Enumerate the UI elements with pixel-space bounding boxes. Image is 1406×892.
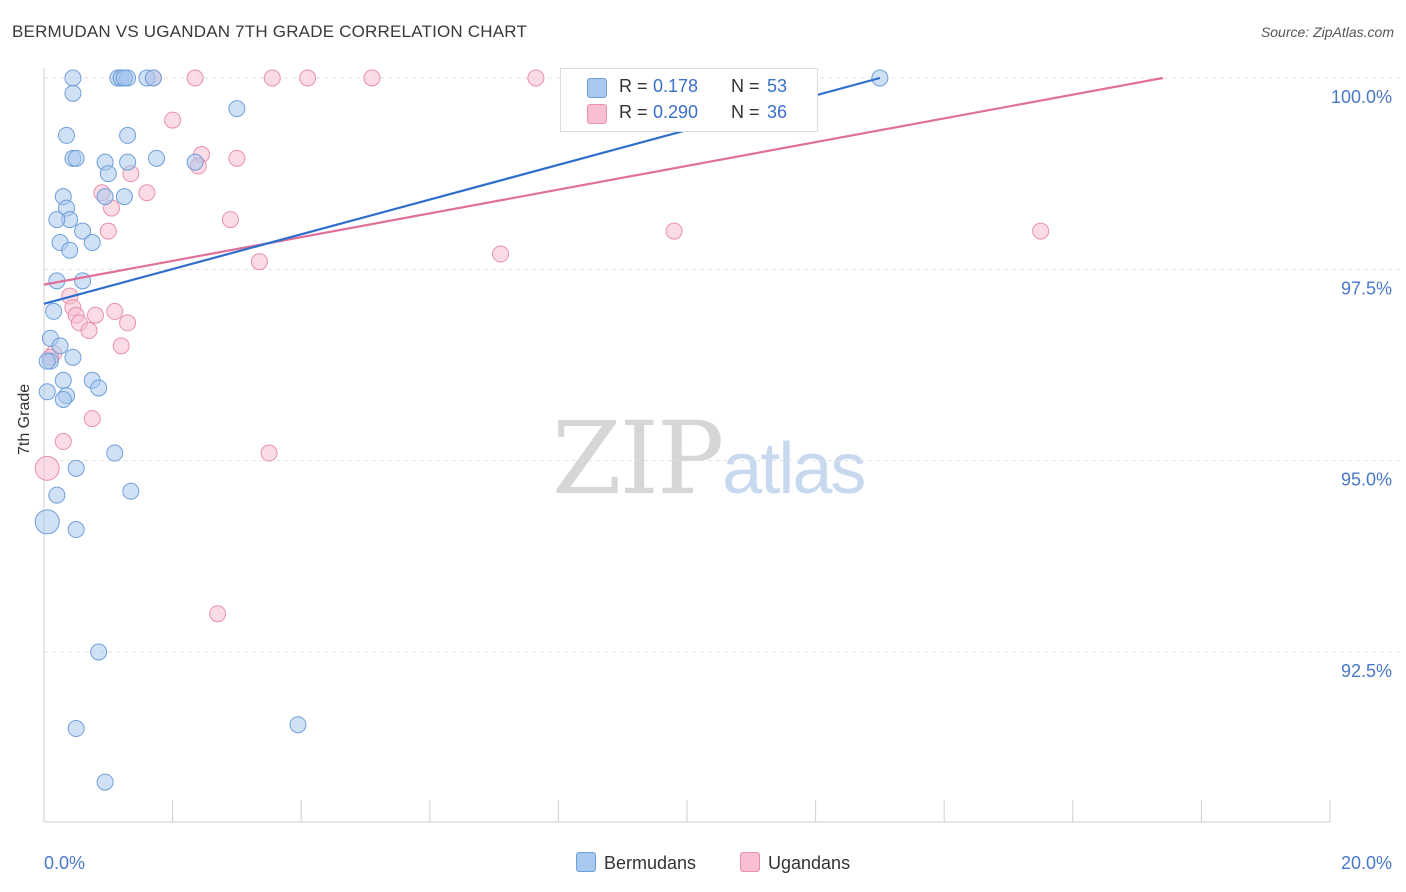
bermudans-point (54, 371, 72, 389)
ugandans-trend-line (43, 76, 1164, 286)
bermudans-point (119, 153, 137, 171)
grid-lines (44, 77, 1400, 653)
y-tick-label: 92.5% (1341, 661, 1392, 681)
ugandans-point (106, 302, 124, 320)
ugandans-point (186, 69, 204, 87)
n-label: N = (731, 102, 760, 122)
bermudans-point (289, 716, 307, 734)
bermudans-point (48, 211, 66, 229)
ugandans-point (209, 605, 227, 623)
bermudans-points (34, 69, 889, 791)
bermudans-point (64, 348, 82, 366)
bermudans-point (144, 69, 162, 87)
correlation-legend: R = 0.178 N = 53 R = 0.290 N = 36 (560, 68, 818, 132)
r-value: 0.290 (653, 102, 699, 122)
ugandans-point (250, 253, 268, 271)
bermudans-point (106, 444, 124, 462)
bermudans-point (99, 165, 117, 183)
bottom-legend-ugandans: Ugandans (740, 852, 850, 874)
bermudans-swatch (587, 78, 607, 98)
ugandans-point (221, 211, 239, 229)
ugandans-point (138, 184, 156, 202)
bermudans-point (48, 486, 66, 504)
bermudans-point (67, 521, 85, 539)
ugandans-point (665, 222, 683, 240)
bermudans-point (38, 352, 56, 370)
ugandans-point (1032, 222, 1050, 240)
bermudans-point (61, 241, 79, 259)
bermudans-point (122, 482, 140, 500)
ugandans-swatch (740, 852, 760, 872)
ugandans-point (80, 322, 98, 340)
bermudans-point (119, 126, 137, 144)
bermudans-point (51, 337, 69, 355)
bermudans-point (115, 188, 133, 206)
ugandans-point (228, 149, 246, 167)
bermudans-point (64, 84, 82, 102)
bermudans-point (186, 153, 204, 171)
bermudans-point (96, 773, 114, 791)
bermudans-point (34, 509, 60, 535)
bermudans-point (228, 100, 246, 118)
zipatlas-watermark: ZIPatlas (552, 400, 866, 517)
r-label: R = (619, 102, 648, 122)
ugandans-point (164, 111, 182, 129)
bermudans-point (74, 222, 92, 240)
y-axis-label: 7th Grade (16, 383, 33, 455)
ugandans-points (34, 69, 1050, 623)
ugandans-point (263, 69, 281, 87)
ugandans-point (492, 245, 510, 263)
ugandans-point (54, 433, 72, 451)
ugandans-point (299, 69, 317, 87)
bermudans-point (67, 459, 85, 477)
n-value: 36 (767, 102, 788, 122)
r-label: R = (619, 76, 648, 96)
bermudans-point (83, 234, 101, 252)
ugandans-point (86, 306, 104, 324)
bottom-legend-bermudans: Bermudans (576, 852, 696, 874)
bermudans-point (38, 383, 56, 401)
watermark-atlas: atlas (722, 429, 866, 509)
ugandans-point (119, 314, 137, 332)
bermudans-point (148, 149, 166, 167)
axes (43, 68, 1331, 823)
bermudans-point (58, 126, 76, 144)
ugandans-point (112, 337, 130, 355)
bermudans-point (67, 149, 85, 167)
bermudans-point (64, 69, 82, 87)
n-label: N = (731, 76, 760, 96)
ugandans-point (527, 69, 545, 87)
bermudans-swatch (576, 852, 596, 872)
x-tick-label: 0.0% (44, 853, 85, 873)
bermudans-point (54, 390, 72, 408)
bermudans-point (115, 69, 133, 87)
y-tick-label: 97.5% (1341, 278, 1392, 298)
ugandans-point (83, 410, 101, 428)
ugandans-point (99, 222, 117, 240)
ugandans-label: Ugandans (768, 853, 851, 873)
bermudans-point (96, 188, 114, 206)
bermudans-point (45, 302, 63, 320)
ugandans-swatch (587, 104, 607, 124)
chart-title: BERMUDAN VS UGANDAN 7TH GRADE CORRELATIO… (12, 22, 528, 41)
bermudans-point (74, 272, 92, 290)
bermudans-point (90, 643, 108, 661)
y-tick-label: 95.0% (1341, 470, 1392, 490)
n-value: 53 (767, 76, 788, 96)
ugandans-point (34, 455, 60, 481)
y-tick-label: 100.0% (1331, 87, 1392, 107)
ugandans-point (363, 69, 381, 87)
ugandans-point (260, 444, 278, 462)
source-label: Source: ZipAtlas.com (1260, 24, 1394, 40)
bermudans-point (90, 379, 108, 397)
tick-labels: 92.5% 95.0% 97.5% 100.0% 0.0% 20.0% (44, 87, 1392, 873)
x-tick-label: 20.0% (1341, 853, 1392, 873)
bermudans-point (67, 720, 85, 738)
watermark-zip: ZIP (552, 400, 724, 517)
r-value: 0.178 (653, 76, 699, 96)
bermudans-label: Bermudans (604, 853, 697, 873)
